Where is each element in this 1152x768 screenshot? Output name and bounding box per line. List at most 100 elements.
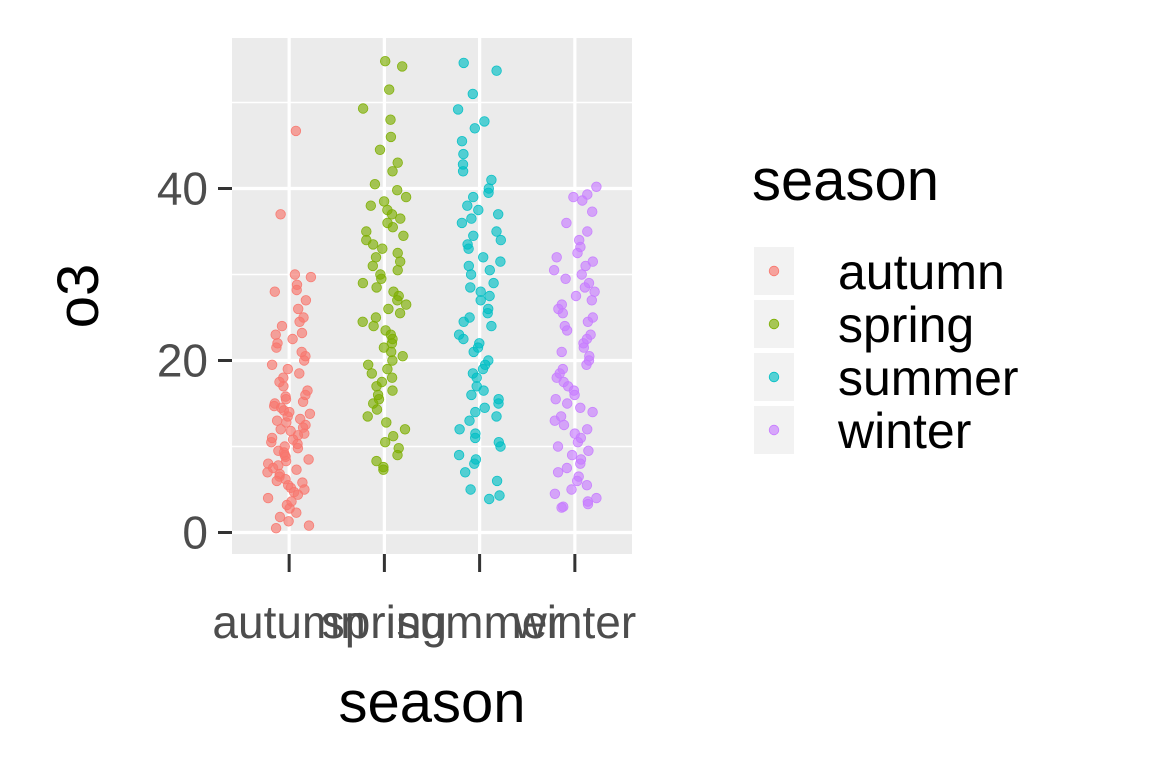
data-point	[562, 398, 573, 409]
data-point	[303, 520, 315, 531]
legend-label-summer: summer	[838, 350, 1019, 406]
data-point	[465, 282, 476, 293]
data-point	[371, 282, 382, 293]
data-point	[371, 404, 383, 415]
data-point	[469, 123, 481, 134]
data-point	[392, 157, 403, 168]
data-point	[491, 475, 503, 487]
data-point	[274, 511, 286, 523]
data-point	[495, 256, 506, 267]
data-point	[462, 200, 473, 211]
data-point	[388, 431, 399, 442]
data-point	[477, 363, 489, 375]
data-point	[357, 277, 369, 289]
data-point	[558, 419, 570, 431]
data-point	[370, 312, 382, 323]
data-point	[478, 385, 489, 396]
data-point	[304, 408, 316, 420]
data-point	[579, 282, 591, 293]
data-point	[387, 355, 398, 366]
data-point	[466, 213, 477, 224]
data-point	[473, 204, 484, 216]
data-point	[572, 247, 583, 259]
data-point	[386, 372, 398, 383]
data-point	[454, 424, 465, 435]
data-point	[484, 493, 495, 505]
data-point	[397, 351, 408, 362]
data-point	[278, 381, 289, 392]
data-point	[591, 492, 602, 504]
data-point	[367, 260, 379, 272]
data-point	[453, 449, 465, 461]
data-point	[370, 252, 382, 263]
data-point	[262, 492, 274, 504]
legend-key-dot	[768, 371, 780, 383]
data-point	[296, 327, 308, 339]
data-point	[491, 226, 502, 237]
data-point	[572, 475, 583, 487]
data-point	[362, 411, 373, 422]
data-point	[479, 402, 490, 414]
data-point	[549, 415, 561, 426]
data-point	[297, 396, 309, 408]
data-point	[271, 415, 283, 426]
data-point	[378, 196, 390, 207]
data-point	[368, 320, 379, 332]
data-point	[287, 333, 298, 345]
series-autumn	[262, 125, 317, 534]
data-point	[475, 286, 486, 297]
data-point	[549, 488, 561, 500]
data-point	[386, 209, 398, 220]
data-point	[552, 441, 564, 452]
data-point	[400, 191, 412, 203]
data-point	[376, 273, 387, 285]
y-axis-title: o3	[46, 264, 111, 329]
data-point	[566, 484, 577, 495]
data-point	[294, 368, 305, 379]
data-point	[569, 389, 580, 401]
data-point	[275, 209, 286, 220]
data-point	[550, 394, 561, 405]
data-point	[493, 398, 504, 409]
data-point	[460, 467, 471, 478]
data-point	[591, 181, 602, 193]
data-point	[299, 355, 310, 366]
data-point	[378, 464, 389, 475]
data-point	[386, 346, 397, 358]
data-point	[580, 260, 591, 272]
series-winter	[548, 181, 602, 513]
data-point	[465, 484, 476, 495]
data-point	[357, 316, 368, 328]
data-point	[300, 295, 312, 306]
data-point	[582, 226, 593, 237]
data-point	[463, 243, 474, 254]
y-tick-label: 40	[157, 163, 208, 215]
data-point	[399, 424, 411, 435]
data-point	[262, 467, 273, 478]
data-point	[392, 184, 403, 196]
series-summer	[452, 57, 507, 505]
data-point	[292, 443, 304, 454]
data-point	[583, 445, 594, 457]
data-point	[486, 174, 497, 186]
data-point	[587, 206, 598, 217]
data-point	[482, 308, 493, 319]
data-point	[469, 458, 480, 469]
data-point	[452, 104, 464, 115]
data-point	[392, 247, 403, 259]
data-point	[458, 316, 469, 328]
data-point	[293, 303, 304, 315]
data-point	[470, 406, 481, 418]
data-point	[494, 490, 505, 501]
x-tick-label: winter	[512, 596, 636, 648]
data-point	[491, 65, 502, 76]
data-point	[486, 320, 497, 332]
data-point	[290, 125, 302, 137]
legend-label-autumn: autumn	[838, 244, 1005, 300]
data-point	[570, 290, 582, 302]
data-point	[291, 507, 302, 518]
data-point	[398, 230, 409, 242]
data-points	[262, 56, 602, 534]
